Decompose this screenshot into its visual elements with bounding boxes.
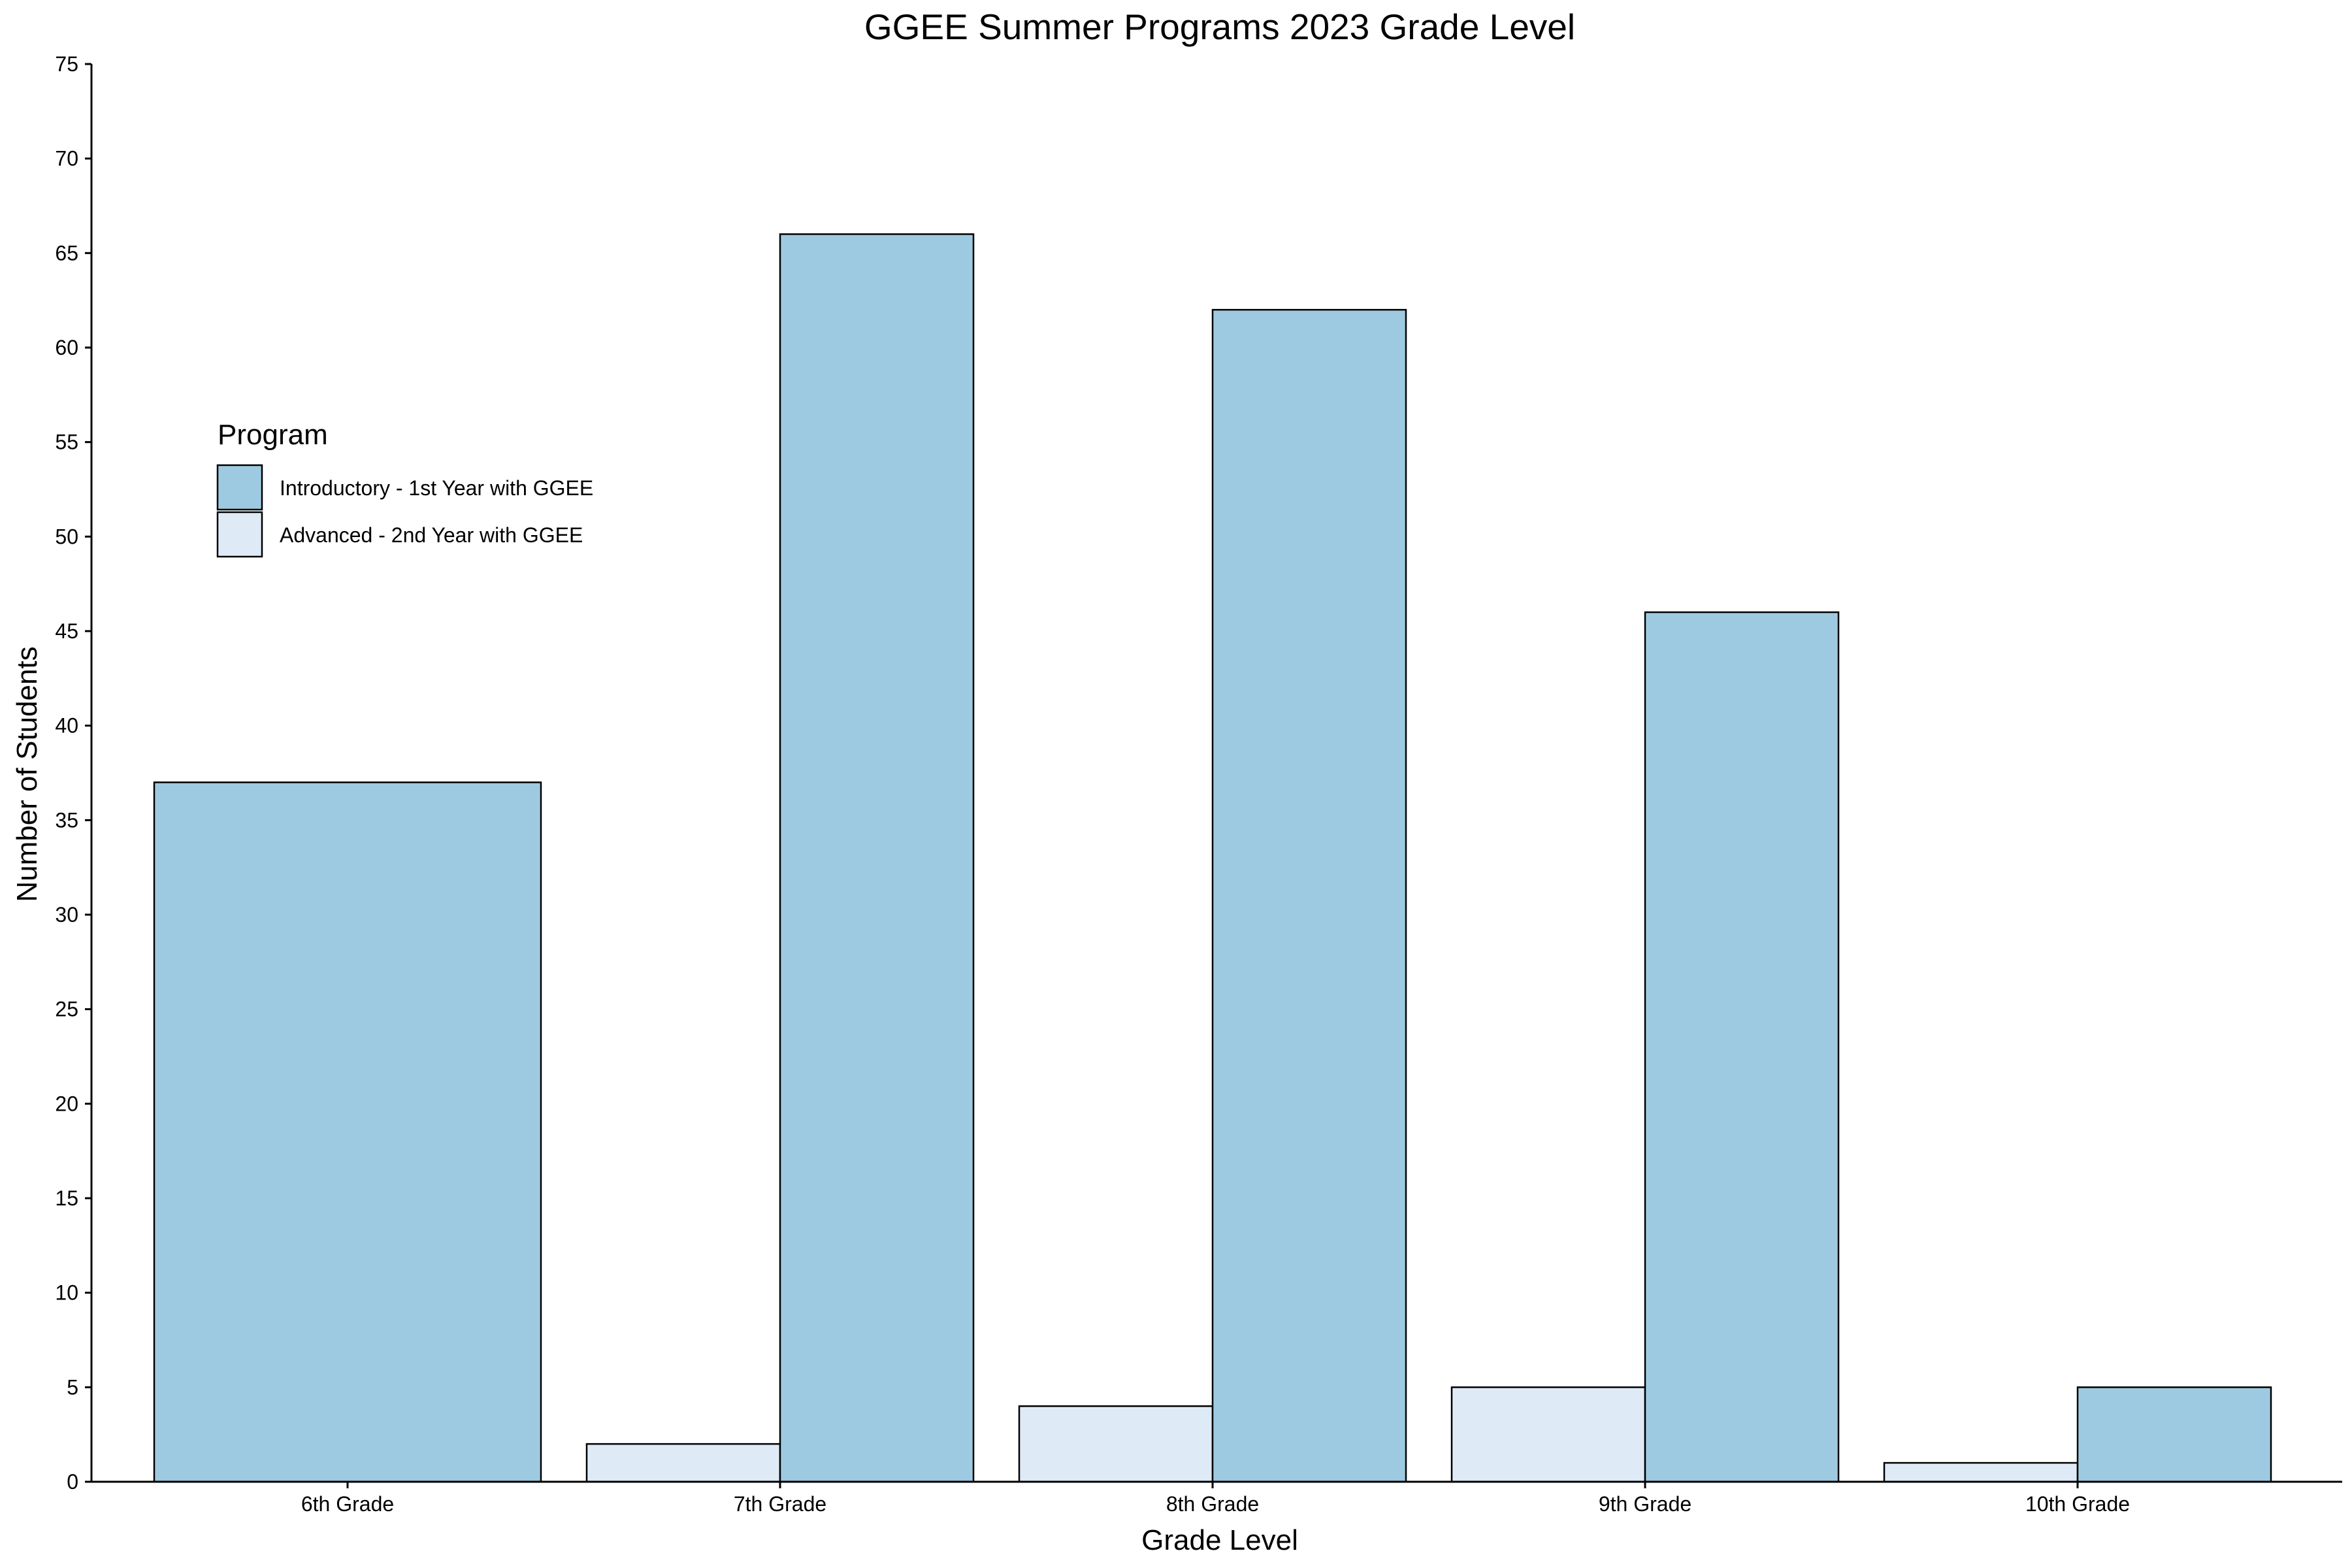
y-tick-label: 50: [55, 525, 78, 548]
bar-1-3: [1644, 611, 1840, 1483]
y-tick-label: 40: [55, 714, 78, 738]
y-tick-label: 10: [55, 1281, 78, 1305]
y-tick-label: 70: [55, 147, 78, 171]
y-tick-label: 60: [55, 336, 78, 359]
x-axis-title: Grade Level: [1141, 1524, 1298, 1556]
legend-title: Program: [218, 419, 328, 451]
bar-1-4: [2076, 1386, 2272, 1483]
y-tick-label: 25: [55, 998, 78, 1021]
bar-0-1: [585, 1443, 781, 1483]
y-tick-label: 0: [67, 1470, 78, 1494]
bar-0-3: [1450, 1386, 1646, 1483]
legend-swatch-0: [216, 511, 263, 558]
legend-label-0: Advanced - 2nd Year with GGEE: [280, 523, 583, 547]
y-tick-label: 75: [55, 52, 78, 76]
y-tick-label: 55: [55, 431, 78, 454]
legend: Program Introductory - 1st Year with GGE…: [216, 419, 593, 558]
y-tick-label: 20: [55, 1092, 78, 1115]
x-tick-label: 7th Grade: [734, 1492, 826, 1516]
bar-1-1: [779, 233, 975, 1483]
bars-layer: [153, 233, 2272, 1483]
x-tick-label: 8th Grade: [1166, 1492, 1259, 1516]
y-tick-label: 65: [55, 241, 78, 265]
x-tick-label: 10th Grade: [2025, 1492, 2130, 1516]
x-axis: 6th Grade 7th Grade 8th Grade 9th Grade 10th…: [91, 1480, 2342, 1516]
chart-title: GGEE Summer Programs 2023 Grade Level: [864, 7, 1575, 47]
y-axis: 0 5 10 15 20 25 30 35 40 45 50 55 60 65 70 75: [55, 52, 93, 1494]
y-tick-label: 15: [55, 1186, 78, 1210]
bar-1-0: [153, 781, 542, 1483]
x-tick-label: 6th Grade: [301, 1492, 394, 1516]
y-tick-label: 35: [55, 808, 78, 832]
legend-swatch-1: [216, 464, 263, 511]
y-axis-title: Number of Students: [11, 646, 43, 902]
y-tick-label: 5: [67, 1375, 78, 1399]
y-tick-label: 45: [55, 619, 78, 643]
bar-0-4: [1883, 1462, 2079, 1483]
y-tick-label: 30: [55, 903, 78, 926]
legend-label-1: Introductory - 1st Year with GGEE: [280, 476, 593, 500]
x-tick-label: 9th Grade: [1599, 1492, 1691, 1516]
bar-0-2: [1018, 1405, 1214, 1483]
bar-1-2: [1211, 308, 1407, 1483]
